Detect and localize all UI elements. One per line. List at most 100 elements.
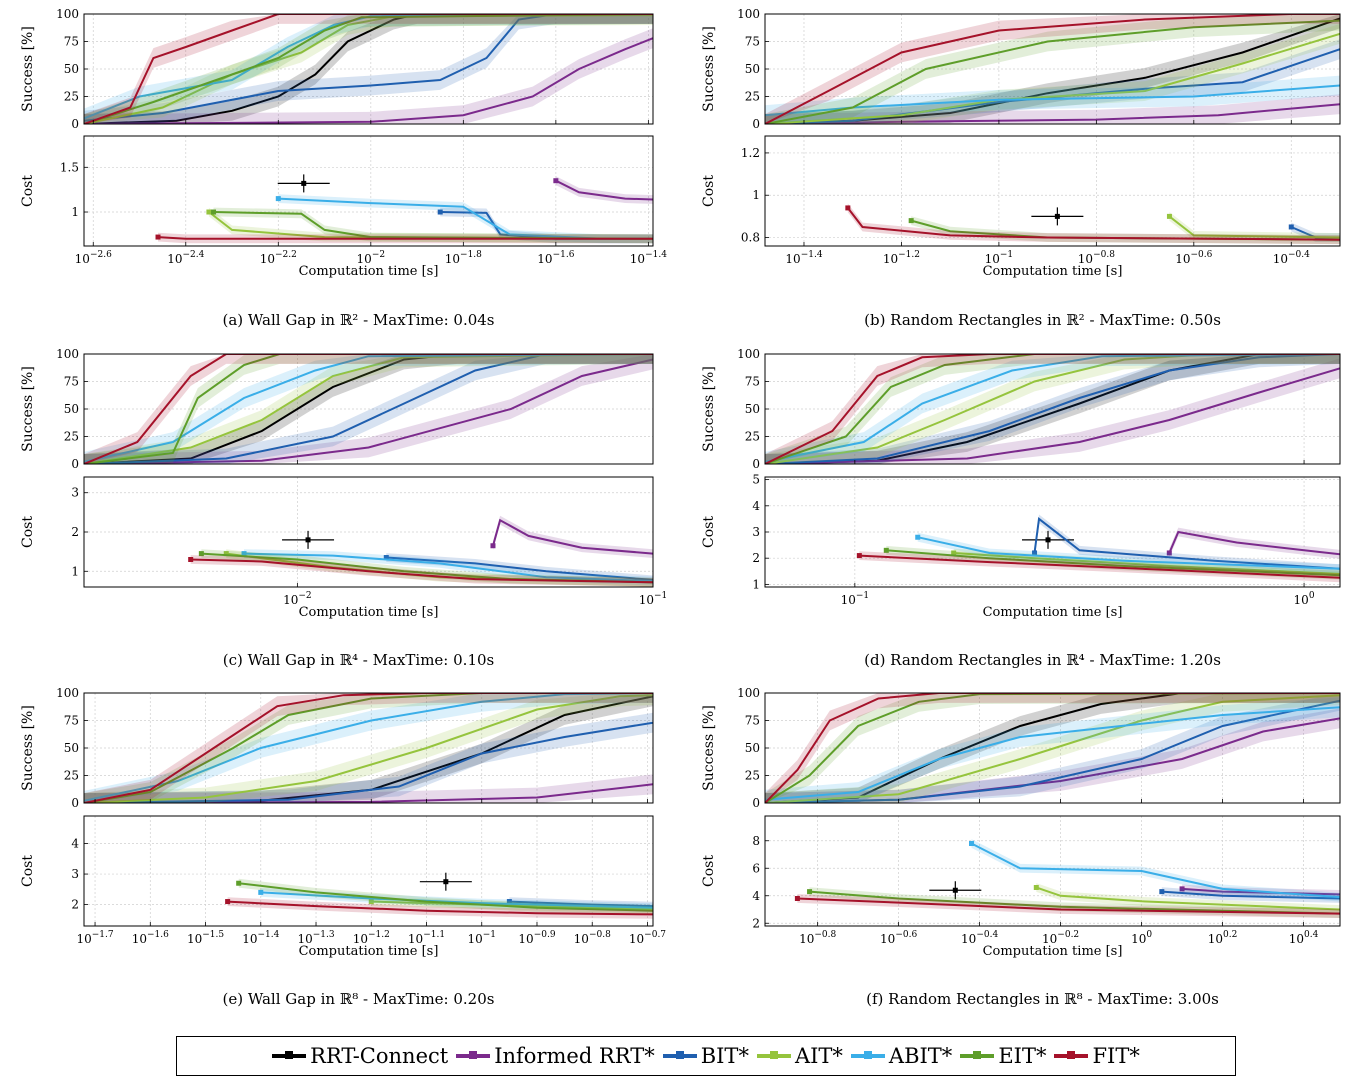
y-tick-label: 50 (745, 741, 760, 755)
series-fit-band (847, 203, 1340, 245)
series-abit-band (84, 354, 653, 464)
series-bit-marker (506, 899, 512, 905)
legend-swatch (272, 1051, 307, 1059)
y-tick-label: 75 (745, 714, 760, 728)
x-tick-label: 10−1.4 (630, 250, 667, 266)
series-bit-line (84, 721, 653, 803)
y-tick-label: 100 (737, 347, 760, 361)
series-rrt-connect-marker (301, 180, 307, 186)
x-axis-label: Computation time [s] (299, 264, 439, 279)
x-tick-label: 10−1 (985, 250, 1014, 266)
series-ait-line (953, 552, 1340, 575)
series-abit-line (971, 842, 1340, 899)
y-tick-label: 1.2 (741, 146, 760, 160)
y-tick-label: 75 (745, 375, 760, 389)
series-ait-line (765, 694, 1340, 803)
series-eit-line (765, 19, 1340, 124)
series-abit-line (84, 354, 653, 463)
series-ait-line (84, 694, 653, 803)
y-axis-label: Success [%] (701, 26, 717, 112)
chart-caption: (e) Wall Gap in ℝ⁸ - MaxTime: 0.20s (223, 990, 495, 1008)
legend: RRT-Connect Informed RRT* BIT* AIT* ABIT* EIT… (176, 1036, 1236, 1076)
y-axis-label: Cost (20, 855, 36, 887)
series-rrt-connect-marker (305, 537, 311, 543)
series-eit-band (238, 878, 653, 916)
series-informed-rrt-line (1168, 530, 1340, 556)
y-tick-label: 50 (64, 62, 79, 76)
series-informed-rrt-line (84, 783, 653, 803)
series-ait-line (765, 32, 1340, 124)
series-abit-line (243, 552, 653, 583)
series-fit-line (227, 900, 653, 916)
y-tick-label: 0 (752, 457, 760, 471)
legend-swatch (960, 1051, 995, 1059)
series-eit-band (201, 549, 653, 587)
x-axis-label: Computation time [s] (983, 605, 1123, 620)
x-tick-label: 10−0.6 (1175, 250, 1212, 266)
y-tick-label: 6 (752, 861, 760, 875)
y-axis-label: Cost (701, 175, 717, 207)
series-bit-marker (1032, 550, 1038, 556)
series-eit-band (84, 14, 653, 124)
legend-swatch (456, 1051, 491, 1059)
series-ait-band (208, 207, 653, 244)
x-tick-label: 100.2 (1208, 930, 1238, 946)
x-tick-label: 10−1 (467, 930, 496, 946)
series-informed-rrt-marker (1166, 550, 1172, 556)
series-fit-line (765, 354, 1340, 464)
legend-label: Informed RRT* (494, 1044, 655, 1068)
series-informed-rrt-line (84, 358, 653, 464)
series-bit-line (765, 354, 1340, 464)
series-rrt-connect-band (84, 354, 653, 464)
y-tick-label: 0.8 (741, 231, 760, 245)
series-eit-line (84, 354, 653, 464)
legend-item: FIT* (1054, 1044, 1140, 1068)
x-tick-label: 10−0.6 (880, 930, 917, 946)
legend-swatch (662, 1051, 697, 1059)
axes-frame (83, 135, 654, 247)
grid (84, 816, 653, 926)
series-bit-marker (383, 555, 389, 561)
series-rrt-connect-line (84, 354, 653, 464)
y-tick-label: 0 (71, 117, 79, 131)
series-rrt-connect-marker (952, 887, 958, 893)
y-tick-label: 4 (752, 889, 760, 903)
series-fit-band (190, 555, 653, 587)
series-fit-line (84, 354, 653, 464)
x-tick-label: 10−0.8 (799, 930, 836, 946)
axes-frame (764, 135, 1341, 247)
series-eit-line (765, 354, 1340, 464)
series-bit-line (1161, 890, 1340, 900)
y-tick-label: 0 (752, 117, 760, 131)
series-rrt-connect-marker (443, 879, 449, 885)
y-tick-label: 1 (752, 577, 760, 591)
series-informed-rrt-band (765, 358, 1340, 464)
series-abit-band (917, 532, 1340, 574)
x-tick-label: 10−1.7 (76, 930, 113, 946)
series-abit-line (765, 706, 1340, 801)
series-fit-marker (188, 557, 194, 562)
series-eit-band (213, 207, 653, 244)
series-informed-rrt-line (492, 518, 653, 555)
x-tick-label: 10−1.3 (297, 930, 334, 946)
x-axis-label: Computation time [s] (299, 605, 439, 620)
legend-label: ABIT* (888, 1044, 953, 1068)
x-tick-label: 10−1.4 (242, 930, 279, 946)
series-eit-marker (908, 218, 914, 224)
series-eit-marker (883, 547, 889, 553)
y-axis-label: Cost (701, 855, 717, 887)
series-fit-marker (856, 553, 862, 559)
chart-caption: (c) Wall Gap in ℝ⁴ - MaxTime: 0.10s (223, 651, 494, 669)
series-rrt-connect-band (84, 693, 653, 803)
x-tick-label: 10−2 (357, 250, 386, 266)
series-eit-line (213, 211, 653, 240)
x-tick-label: 10−1.8 (445, 250, 482, 266)
series-ait-marker (223, 551, 229, 557)
y-tick-label: 1 (752, 188, 760, 202)
chart-panel-1: 0 25 50 75 100 Success [%] 1 1.5 Cost 10−2.6 10−2.… (20, 7, 667, 329)
chart-panel-2: 0 25 50 75 100 Success [%] 0.8 1 1.2 Cost 10−1.4 10… (701, 7, 1341, 329)
x-tick-label: 10−2.4 (167, 250, 204, 266)
y-tick-label: 1 (71, 205, 79, 219)
x-tick-label: 10−1.1 (408, 930, 445, 946)
series-fit-band (765, 14, 1340, 124)
